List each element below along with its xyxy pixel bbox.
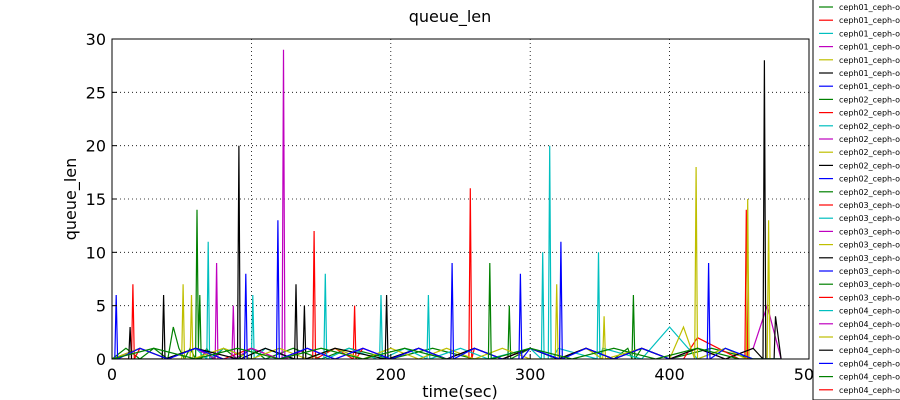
x-tick-label: 100 — [236, 365, 267, 384]
legend-entry: ceph04_ceph-o — [839, 333, 900, 342]
legend-entry: ceph01_ceph-o — [839, 29, 900, 38]
legend-entry: ceph04_ceph-o — [839, 373, 900, 382]
legend-entry: ceph02_ceph-o — [839, 161, 900, 170]
series-line-6 — [112, 220, 782, 359]
legend-entry: ceph03_ceph-o — [839, 214, 900, 223]
series-line-7 — [112, 262, 782, 359]
y-tick-label: 30 — [86, 30, 106, 49]
legend-entry: ceph03_ceph-o — [839, 293, 900, 302]
x-tick-label: 300 — [515, 365, 546, 384]
legend-entry: ceph02_ceph-o — [839, 175, 900, 184]
series-layer — [112, 49, 782, 359]
y-tick-label: 25 — [86, 83, 106, 102]
legend: ceph01_ceph-oceph01_ceph-oceph01_ceph-oc… — [812, 0, 900, 400]
x-tick-label: 400 — [654, 365, 685, 384]
series-line-5 — [112, 60, 782, 359]
legend-entry: ceph01_ceph-o — [839, 69, 900, 78]
legend-entry: ceph01_ceph-o — [839, 43, 900, 52]
x-tick-label: 0 — [107, 365, 117, 384]
legend-entry: ceph01_ceph-o — [839, 3, 900, 12]
legend-entry: ceph03_ceph-o — [839, 267, 900, 276]
y-axis-label: queue_len — [61, 158, 81, 241]
legend-entry: ceph02_ceph-o — [839, 95, 900, 104]
legend-entry: ceph03_ceph-o — [839, 254, 900, 263]
series-line-0 — [112, 209, 782, 359]
legend-entry: ceph02_ceph-o — [839, 122, 900, 131]
series-line-4 — [112, 166, 782, 359]
legend-entry: ceph02_ceph-o — [839, 148, 900, 157]
x-tick-label: 200 — [376, 365, 407, 384]
legend-entry: ceph04_ceph-o — [839, 386, 900, 395]
legend-entry: ceph02_ceph-o — [839, 188, 900, 197]
legend-entry: ceph03_ceph-o — [839, 227, 900, 236]
x-axis-label: time(sec) — [422, 382, 498, 400]
y-tick-label: 20 — [86, 137, 106, 156]
legend-entry: ceph04_ceph-o — [839, 346, 900, 355]
grid-lines — [112, 39, 809, 359]
legend-entry: ceph03_ceph-o — [839, 201, 900, 210]
legend-entry: ceph04_ceph-o — [839, 359, 900, 368]
series-line-3 — [112, 49, 782, 359]
legend-entry: ceph01_ceph-o — [839, 82, 900, 91]
y-tick-label: 0 — [96, 350, 106, 369]
legend-entry: ceph01_ceph-o — [839, 56, 900, 65]
legend-entry: ceph02_ceph-o — [839, 109, 900, 118]
y-tick-label: 15 — [86, 190, 106, 209]
legend-entry: ceph03_ceph-o — [839, 280, 900, 289]
legend-box — [812, 0, 900, 400]
y-tick-label: 10 — [86, 243, 106, 262]
y-tick-label: 5 — [96, 297, 106, 316]
legend-entry: ceph04_ceph-o — [839, 320, 900, 329]
chart-title: queue_len — [409, 7, 492, 27]
legend-entry: ceph04_ceph-o — [839, 307, 900, 316]
legend-entry: ceph02_ceph-o — [839, 135, 900, 144]
legend-entry: ceph01_ceph-o — [839, 16, 900, 25]
legend-entry: ceph03_ceph-o — [839, 241, 900, 250]
